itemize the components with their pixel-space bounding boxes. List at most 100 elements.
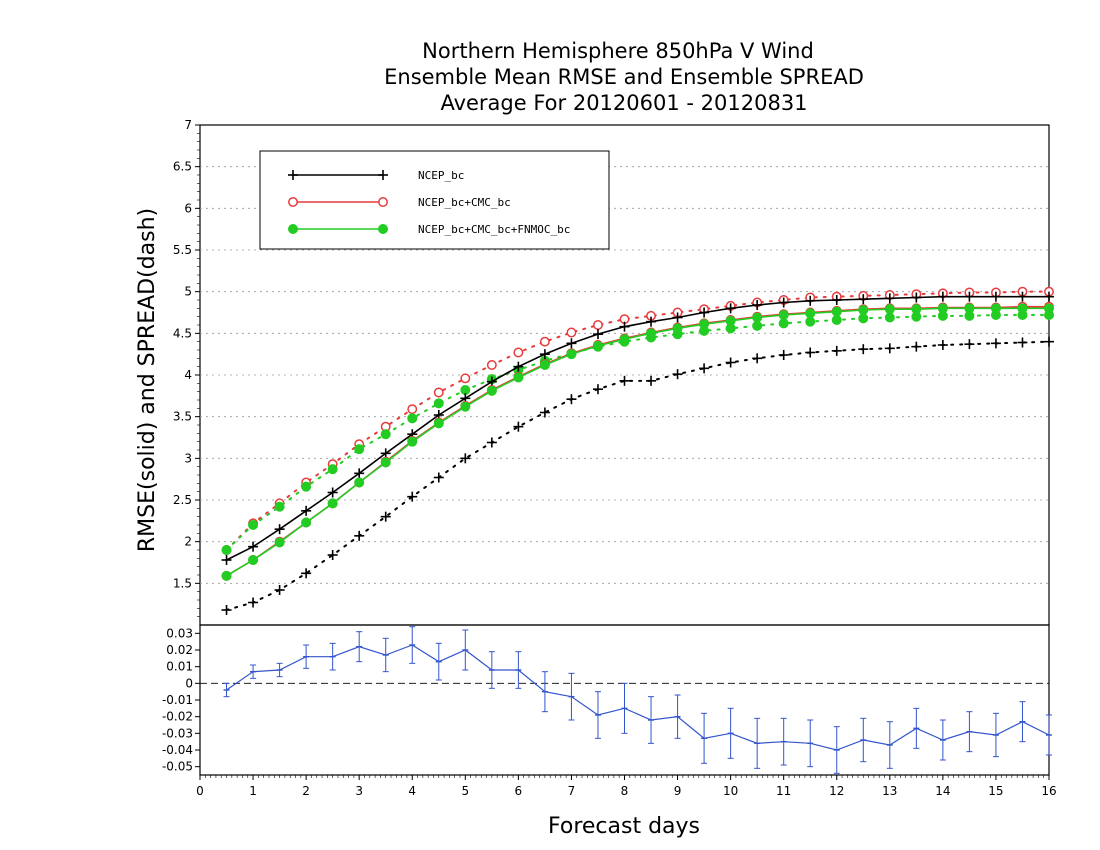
error-bar [250,664,257,679]
data-point [884,304,895,315]
data-point [752,300,763,310]
data-point [301,568,312,579]
x-tick-label: 2 [302,784,310,798]
error-bar [992,712,999,758]
data-point [327,550,338,560]
data-point [831,345,842,356]
data-point [380,457,391,468]
data-point [831,306,842,317]
data-point [725,315,736,326]
diff-y-tick-label: 0.03 [166,626,193,640]
data-point [433,387,444,398]
error-bar [966,711,973,753]
error-bar [939,719,946,761]
data-point [990,338,1001,349]
data-point [301,517,312,528]
series-rmse-NCEP_bc [221,291,1054,565]
difference-line [226,644,1050,751]
data-point [513,372,524,383]
data-point [539,360,550,370]
data-point [752,320,763,331]
data-point [407,413,418,424]
data-point [513,347,524,358]
data-point [778,297,789,308]
y-tick-label: 4 [184,368,192,382]
data-point [1044,291,1054,302]
x-tick-label: 5 [461,784,469,798]
x-tick-label: 1 [249,784,257,798]
data-point [274,524,285,535]
data-point [354,444,365,455]
error-bar [674,694,681,739]
legend-marker-right [378,170,388,180]
data-point [274,537,285,548]
data-point [619,375,630,386]
error-bar [886,721,893,769]
data-point [964,339,975,350]
y-tick-label: 1.5 [173,576,192,590]
data-point [274,501,285,512]
data-point [539,349,550,360]
error-bar [1019,701,1026,743]
data-point [911,304,922,315]
data-point [990,303,1001,314]
data-point [884,343,895,354]
error-bar [329,642,336,671]
data-point [539,336,550,347]
diff-y-tick-label: -0.01 [162,693,193,707]
y-tick-label: 2.5 [173,493,192,507]
data-point [831,295,842,305]
error-bar [701,712,708,764]
data-point [327,464,338,475]
legend-entry: NCEP_bc+CMC_bc+FNMOC_bc [288,223,570,236]
data-point [274,585,285,595]
error-bar [594,691,601,739]
x-tick-label: 7 [568,784,576,798]
x-axis-ticks: 0 1 2 3 4 5 6 7 8 9 10 11 12 13 14 15 16 [196,775,1057,798]
data-point [592,384,603,395]
legend-marker-right [378,224,388,234]
x-tick-label: 11 [776,784,791,798]
data-point [460,401,471,412]
x-tick-label: 0 [196,784,204,798]
difference-series [223,626,1052,774]
data-point [301,505,312,516]
y-tick-label: 2 [184,535,192,549]
series-layer [221,286,1054,615]
data-point [539,407,550,418]
data-point [486,360,497,370]
x-tick-label: 3 [355,784,363,798]
data-point [354,477,365,488]
data-point [248,555,259,565]
chart-title-line-1: Northern Hemisphere 850hPa V Wind [422,39,814,63]
data-point [592,340,603,351]
series-rmse-NCEP_bc+CMC_bc+FNMOC_bc [221,303,1054,581]
data-point [858,294,869,305]
data-point [672,312,683,323]
error-bar [727,707,734,759]
series-spread-NCEP_bc+CMC_bc+FNMOC_bc [221,310,1054,555]
legend-box [259,150,610,250]
data-point [513,421,524,432]
y-axis-label: RMSE(solid) and SPREAD(dash) [135,208,160,552]
data-point [805,295,816,306]
data-point [460,385,471,395]
error-bar [621,682,628,734]
diff-y-tick-label: -0.04 [162,743,193,757]
data-point [646,375,657,386]
data-point [407,491,418,502]
legend-marker-left [288,197,298,207]
x-tick-label: 12 [829,784,844,798]
data-point [380,429,391,440]
legend-label: NCEP_bc+CMC_bc+FNMOC_bc [418,223,570,236]
data-point [407,404,418,415]
y-tick-label: 5 [184,285,192,299]
error-bar [462,629,469,671]
data-point [778,350,789,360]
error-bar [515,651,522,689]
series-spread-NCEP_bc [221,336,1054,615]
data-point [566,349,577,360]
data-point [1017,337,1028,348]
data-point [566,327,577,338]
